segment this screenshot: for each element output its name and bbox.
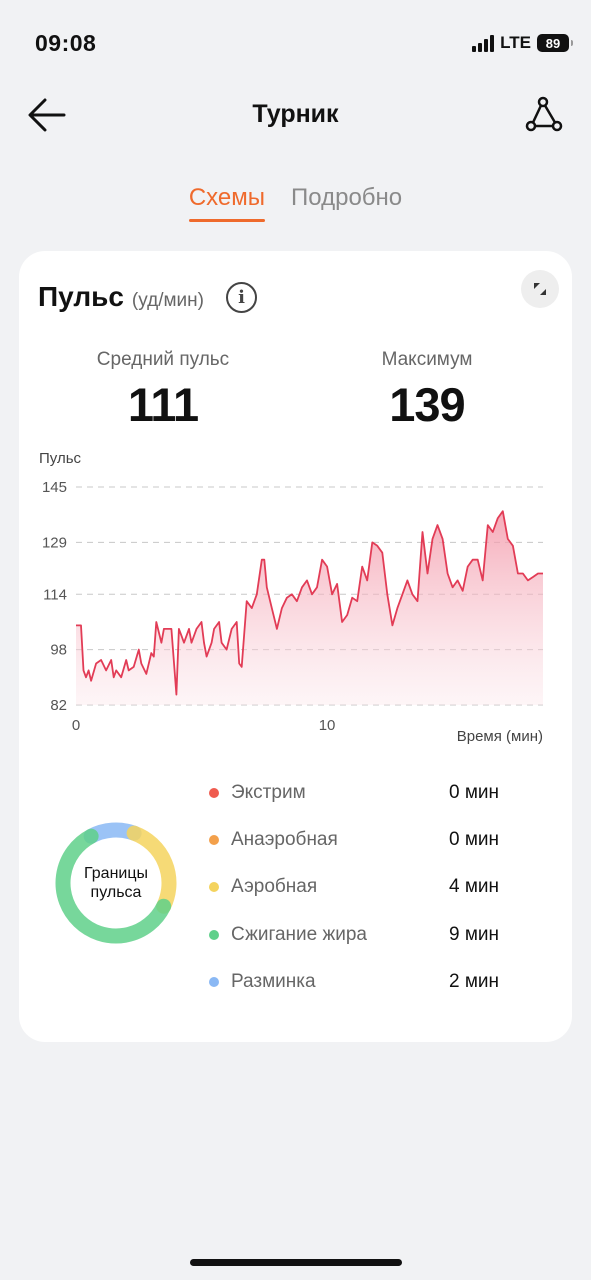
heart-rate-line (76, 510, 543, 696)
heart-rate-area (76, 511, 543, 705)
zone-color-dot (209, 787, 219, 798)
donut-label: Границы пульса (84, 865, 148, 901)
max-pulse-value: 139 (389, 378, 465, 431)
zone-label: Разминка (231, 970, 316, 992)
y-tick-label: 129 (42, 534, 67, 551)
zone-color-dot (209, 882, 219, 893)
heart-rate-chart-svg: Пульс 145 129 114 98 82 0 10 Время (мин) (39, 450, 543, 745)
card-header: Пульс (уд/мин) (38, 281, 204, 313)
max-pulse-label: Максимум (381, 349, 473, 370)
card-title: Пульс (38, 281, 124, 312)
donut-segment (55, 828, 172, 944)
zone-color-dot (209, 929, 219, 940)
zone-label: Анаэробная (231, 828, 338, 850)
average-pulse-label: Средний пульс (96, 349, 230, 370)
zone-value: 2 мин (449, 970, 500, 992)
zone-value: 4 мин (449, 876, 500, 898)
max-pulse-stat: Максимум 139 (327, 349, 527, 432)
heart-rate-chart: Пульс 145 129 114 98 82 0 10 Время (мин) (19, 441, 572, 761)
zone-value: 9 мин (449, 923, 500, 945)
legend-item-extreme: Экстрим 0 мин (209, 769, 529, 816)
card-unit: (уд/мин) (131, 290, 204, 311)
info-icon[interactable]: i (226, 282, 257, 313)
x-axis-title: Время (мин) (457, 728, 543, 745)
donut-segment (126, 825, 177, 914)
network-type: LTE (500, 33, 531, 52)
zone-color-dot (209, 834, 219, 845)
back-arrow-icon (28, 98, 66, 132)
tab-details[interactable]: Подробно (291, 184, 403, 211)
home-indicator[interactable] (190, 1259, 402, 1266)
status-time: 09:08 (35, 30, 97, 56)
legend-item-anaerobic: Анаэробная 0 мин (209, 816, 529, 863)
average-pulse-value: 111 (127, 378, 199, 431)
status-bar: 09:08 LTE 89 (0, 0, 591, 86)
y-axis-title: Пульс (39, 450, 82, 467)
zones-legend: Экстрим 0 мин Анаэробная 0 мин Аэробная … (209, 769, 529, 1005)
x-tick-label: 10 (319, 717, 336, 734)
legend-item-aerobic: Аэробная 4 мин (209, 864, 529, 911)
battery-icon: 89 (537, 34, 573, 52)
heart-rate-card: Пульс (уд/мин) i Средний пульс 111 Макси… (19, 251, 572, 1042)
tab-schemes[interactable]: Схемы (188, 184, 266, 222)
signal-icon (472, 34, 495, 52)
legend-item-warmup: Разминка 2 мин (209, 958, 529, 1005)
y-tick-label: 114 (43, 586, 67, 603)
status-indicators: LTE 89 (472, 33, 573, 53)
y-tick-label: 145 (42, 479, 67, 496)
y-tick-label: 98 (50, 642, 67, 659)
zone-value: 0 мин (449, 828, 500, 850)
page-title: Турник (252, 100, 339, 128)
tab-bar: Схемы Подробно (0, 184, 591, 222)
zone-value: 0 мин (449, 781, 500, 803)
zone-label: Аэробная (231, 876, 318, 898)
heart-rate-zones-donut (55, 822, 177, 944)
route-icon (525, 96, 563, 132)
legend-item-fat-burn: Сжигание жира 9 мин (209, 911, 529, 958)
zone-label: Сжигание жира (231, 923, 367, 945)
zone-color-dot (209, 976, 219, 987)
route-button[interactable] (523, 94, 563, 134)
y-tick-label: 82 (50, 697, 67, 714)
expand-button[interactable] (521, 270, 559, 308)
back-button[interactable] (26, 96, 68, 134)
x-tick-label: 0 (72, 717, 80, 734)
zone-label: Экстрим (231, 781, 306, 803)
expand-icon (534, 283, 546, 295)
average-pulse-stat: Средний пульс 111 (63, 349, 263, 432)
navigation-bar: Турник (0, 86, 591, 146)
